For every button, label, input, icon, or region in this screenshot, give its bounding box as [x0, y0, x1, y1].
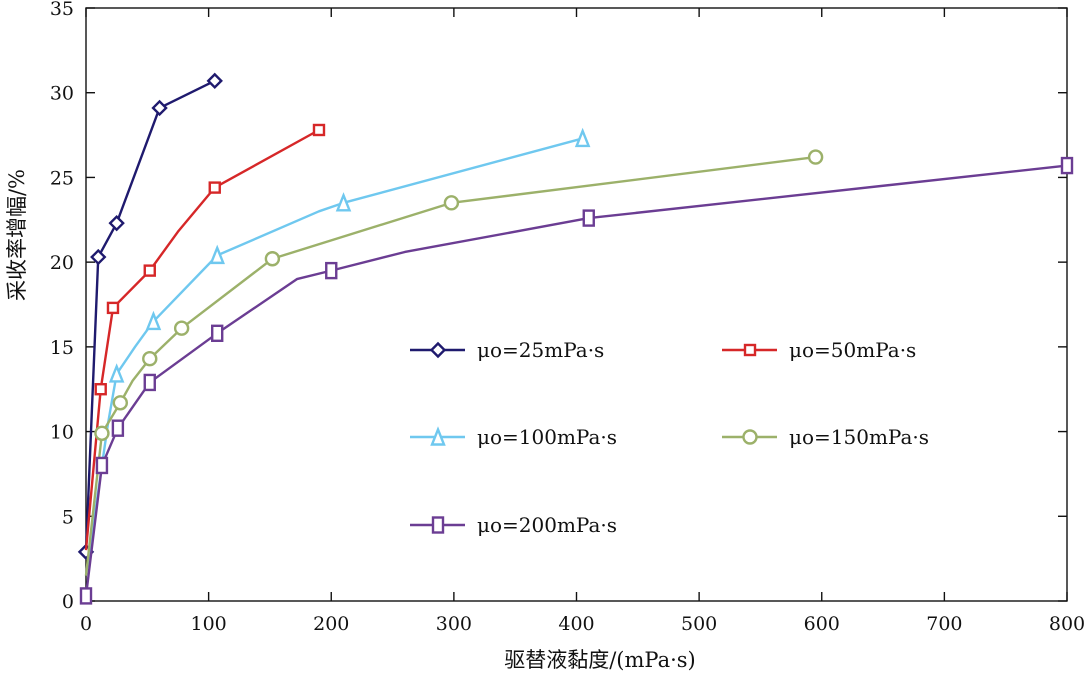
data-point	[211, 324, 224, 343]
legend-label: μo=25mPa·s	[477, 338, 604, 362]
legend-label: μo=150mPa·s	[789, 425, 929, 449]
legend-item: μo=25mPa·s	[410, 338, 604, 362]
data-point	[335, 192, 352, 212]
y-tick-label: 15	[50, 337, 74, 359]
y-tick-label: 35	[50, 0, 74, 20]
data-point	[173, 320, 190, 336]
data-point	[94, 383, 107, 396]
data-point	[112, 395, 129, 411]
series-layer	[77, 72, 1074, 605]
legend: μo=25mPa·s μo=50mPa·s μo=100mPa·s μo=150mPa…	[410, 338, 929, 537]
x-tick-label: 400	[558, 613, 594, 635]
y-tick-label: 30	[50, 83, 74, 105]
data-point	[94, 425, 110, 441]
y-tick-label: 20	[50, 252, 74, 274]
data-point	[312, 123, 326, 137]
data-point	[1060, 156, 1074, 175]
x-axis-title: 驱替液黏度/(mPa·s)	[504, 648, 696, 672]
legend-marker	[743, 343, 757, 357]
y-tick-label: 5	[62, 506, 74, 528]
legend-marker	[429, 341, 447, 359]
x-tick-label: 800	[1049, 613, 1085, 635]
data-point	[264, 251, 281, 267]
legend-item: μo=50mPa·s	[722, 338, 916, 362]
data-point	[95, 456, 109, 475]
legend-marker	[742, 429, 758, 445]
y-axis-title: 采收率增幅/%	[5, 169, 29, 301]
data-point	[145, 310, 162, 331]
data-point	[208, 181, 221, 194]
series-line	[84, 155, 816, 576]
data-point	[143, 373, 156, 392]
x-tick-label: 100	[190, 613, 226, 635]
x-tick-label: 500	[681, 613, 717, 635]
series-5	[79, 156, 1074, 605]
legend-item: μo=200mPa·s	[410, 513, 617, 537]
x-tick-label: 300	[436, 613, 472, 635]
data-point	[325, 261, 338, 280]
x-tick-label: 700	[926, 613, 962, 635]
x-tick-label: 600	[804, 613, 840, 635]
series-line	[84, 164, 1068, 597]
series-2	[84, 123, 326, 551]
data-point	[209, 244, 225, 265]
legend-label: μo=200mPa·s	[477, 513, 617, 537]
data-point	[143, 264, 156, 277]
data-point	[142, 351, 158, 367]
data-point	[206, 72, 223, 90]
series-3	[84, 127, 591, 576]
x-tick-label: 200	[313, 613, 349, 635]
legend-item: μo=100mPa·s	[410, 425, 617, 449]
data-point	[151, 99, 168, 117]
legend-item: μo=150mPa·s	[722, 425, 929, 449]
x-tick-label: 0	[80, 613, 92, 635]
data-point	[111, 419, 125, 437]
data-point	[807, 149, 824, 165]
data-point	[108, 214, 125, 232]
axes: 0 100 200 300 400 500 600 700 800 0 5 10 15 20 25 30 35	[50, 0, 1085, 635]
y-tick-label: 0	[62, 591, 74, 613]
y-tick-label: 10	[50, 422, 74, 444]
legend-marker	[431, 516, 445, 534]
legend-marker	[430, 426, 446, 446]
data-point	[106, 301, 120, 315]
data-point	[582, 209, 595, 227]
series-1	[77, 72, 223, 561]
data-point	[443, 195, 460, 211]
legend-label: μo=100mPa·s	[477, 425, 617, 449]
data-point	[574, 127, 591, 148]
series-line	[84, 128, 320, 551]
data-point	[108, 363, 125, 383]
series-4	[84, 149, 824, 576]
data-point	[90, 248, 107, 266]
data-point	[79, 587, 93, 605]
legend-label: μo=50mPa·s	[789, 338, 916, 362]
y-tick-label: 25	[50, 167, 74, 189]
